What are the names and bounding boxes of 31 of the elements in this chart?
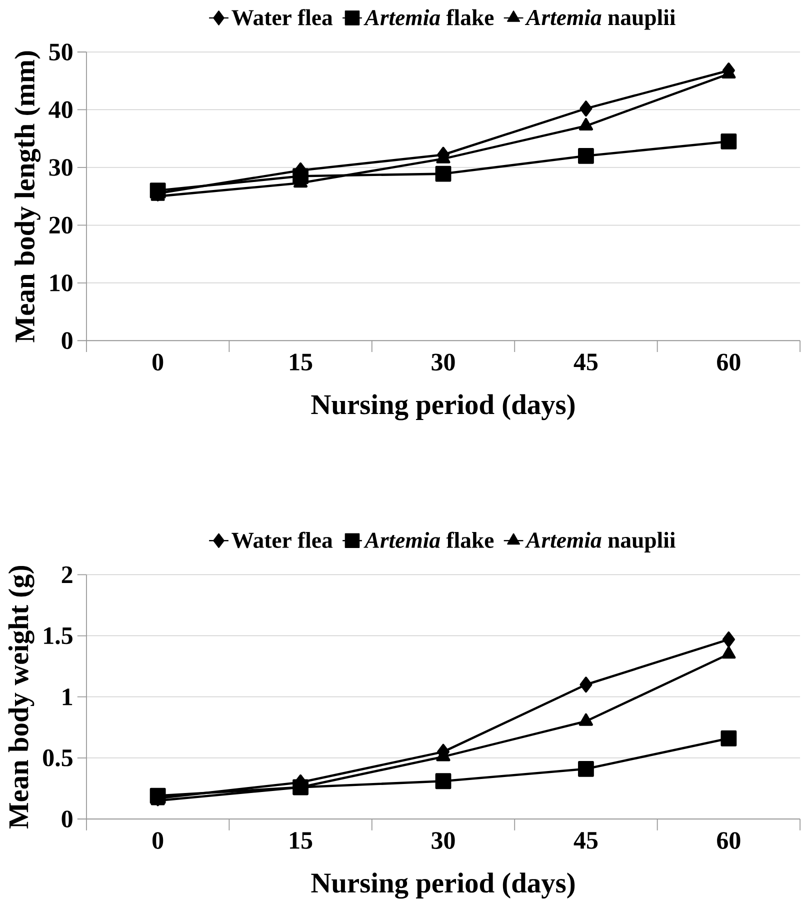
y-tick-label: 40 [48,101,72,118]
y-axis-title: Mean body length (mm) [14,51,41,342]
y-axis-title: Mean body weight (g) [8,566,34,829]
y-tick-label: 10 [50,274,72,292]
y-tick-label: 1 [62,688,72,706]
y-tick-label: 0.5 [43,749,72,766]
x-tick-label: 30 [432,354,455,371]
y-tick-label: 1.5 [44,627,72,644]
legend-label: Artemia flake [364,532,494,548]
y-tick-label: 0 [62,332,72,350]
y-tick-label: 0 [62,810,72,828]
x-tick-label: 15 [290,354,312,370]
y-tick-label: 2 [62,566,72,583]
x-tick-label: 45 [574,354,598,370]
x-tick-label: 45 [574,832,598,849]
legend-label: Artemia flake [364,9,494,26]
y-tick-label: 20 [49,216,72,234]
y-tick-label: 30 [49,159,72,176]
x-tick-label: 15 [290,832,312,849]
legend-label: Water flea [232,532,333,548]
x-tick-label: 60 [717,354,740,371]
legend-label: Water flea [232,9,333,26]
x-tick-label: 0 [152,354,164,371]
x-axis-title: Nursing period (days) [311,394,575,420]
x-tick-label: 0 [152,832,164,849]
x-tick-label: 30 [432,832,455,849]
legend-label: Artemia nauplii [524,532,676,552]
x-axis-title: Nursing period (days) [311,872,575,899]
x-tick-label: 60 [717,832,740,849]
legend-label: Artemia nauplii [524,9,676,30]
y-tick-label: 50 [49,44,72,60]
